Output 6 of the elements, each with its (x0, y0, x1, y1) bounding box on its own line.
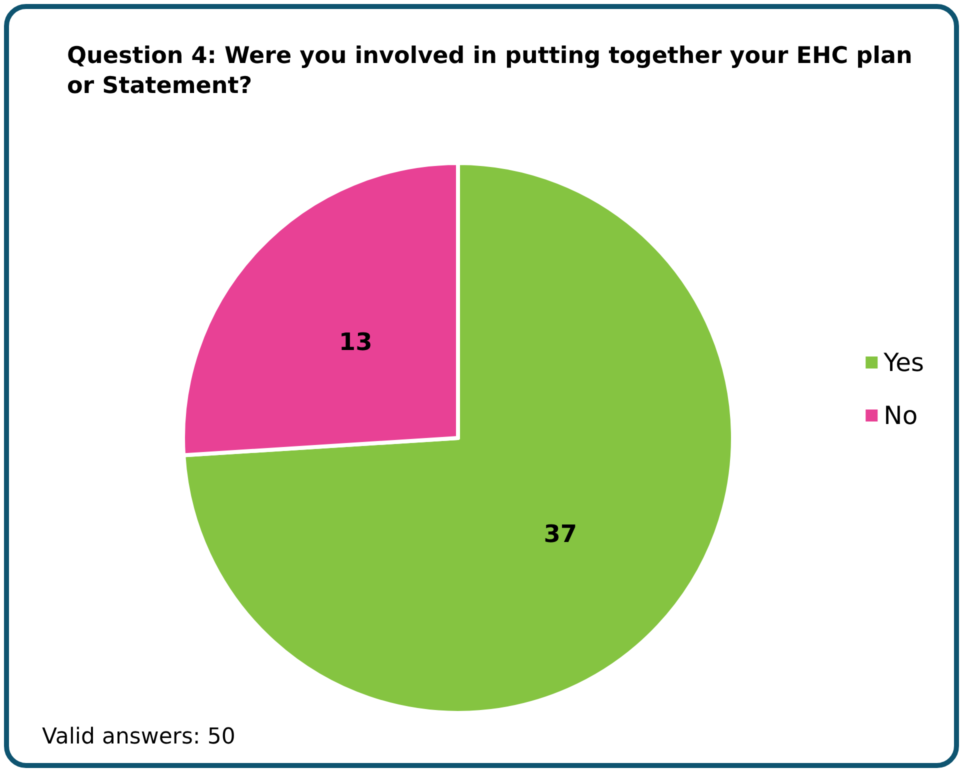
legend-label: No (884, 401, 918, 430)
legend-label: Yes (882, 348, 924, 377)
chart-title: Question 4: Were you involved in putting together your EHC plan or Statement? (67, 43, 920, 99)
data-label: 37 (544, 520, 578, 548)
text: Valid answers: 50 (42, 724, 236, 750)
data-label: 13 (338, 328, 372, 356)
